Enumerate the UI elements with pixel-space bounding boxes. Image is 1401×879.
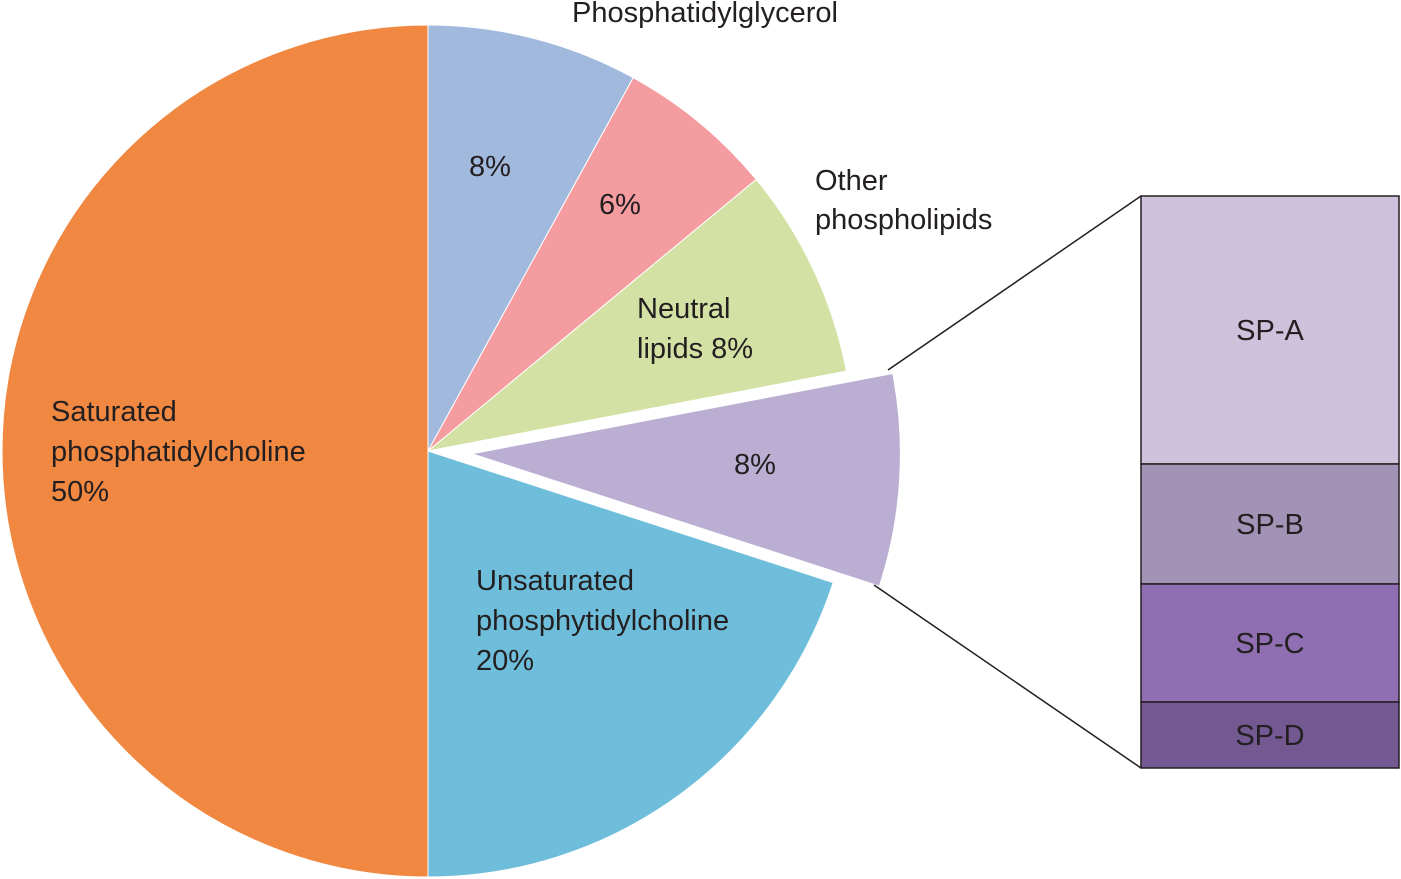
connector-line-bottom <box>873 584 1142 769</box>
slice-label-phosphatidylglycerol-line-1: Phosphatidylglycerol <box>572 0 838 29</box>
exploded-slice <box>473 374 900 586</box>
slice-label-saturated-phosphatidylcholine-line-1: Saturated <box>51 396 177 428</box>
annotation-other-phospholipids-line-1: Other <box>815 165 888 197</box>
annotation-other-phospholipids-line-2: phospholipids <box>815 204 992 236</box>
pie-slice-saturated-phosphatidylcholine <box>1 24 429 878</box>
pie-slice-neutral-lipids <box>427 178 848 452</box>
bar-segment-sp-b <box>1140 463 1400 585</box>
slice-label-unsaturated-phosphytidylcholine-line-2: phosphytidylcholine <box>476 605 729 637</box>
slice-value-slice-2: 6% <box>599 189 641 221</box>
bar-segment-sp-a <box>1140 195 1400 465</box>
pie-slice-slice-2 <box>427 77 757 452</box>
connector-line-top <box>887 195 1142 371</box>
slice-value-phosphatidylglycerol: 8% <box>469 151 511 183</box>
breakout-bar: SP-A SP-B SP-C SP-D <box>1140 195 1400 769</box>
bar-label-sp-b: SP-B <box>1236 509 1304 541</box>
slice-labels: Phosphatidylglycerol 8% 6% Neutral lipids 8%… <box>51 0 992 677</box>
slice-label-saturated-phosphatidylcholine-line-2: phosphatidylcholine <box>51 436 306 468</box>
slice-label-unsaturated-phosphytidylcholine-line-1: Unsaturated <box>476 565 634 597</box>
bar-label-sp-d: SP-D <box>1235 720 1304 752</box>
bar-label-sp-c: SP-C <box>1235 628 1304 660</box>
slice-label-saturated-phosphatidylcholine-line-3: 50% <box>51 476 109 508</box>
bar-label-sp-a: SP-A <box>1236 315 1304 347</box>
slice-value-slice-4: 8% <box>734 449 776 481</box>
slice-label-neutral-lipids-line-2: lipids 8% <box>637 333 753 365</box>
pie-slice-slice-4 <box>473 374 900 586</box>
slice-label-unsaturated-phosphytidylcholine-line-3: 20% <box>476 645 534 677</box>
breakout-connectors <box>873 195 1142 769</box>
bar-segment-sp-c <box>1140 583 1400 703</box>
slice-label-neutral-lipids-line-1: Neutral <box>637 293 731 325</box>
pie-slices <box>1 24 848 878</box>
pie-slice-phosphatidylglycerol <box>427 24 634 452</box>
pie-slice-unsaturated-phosphytidylcholine <box>427 450 834 878</box>
bar-segment-sp-d <box>1140 701 1400 769</box>
